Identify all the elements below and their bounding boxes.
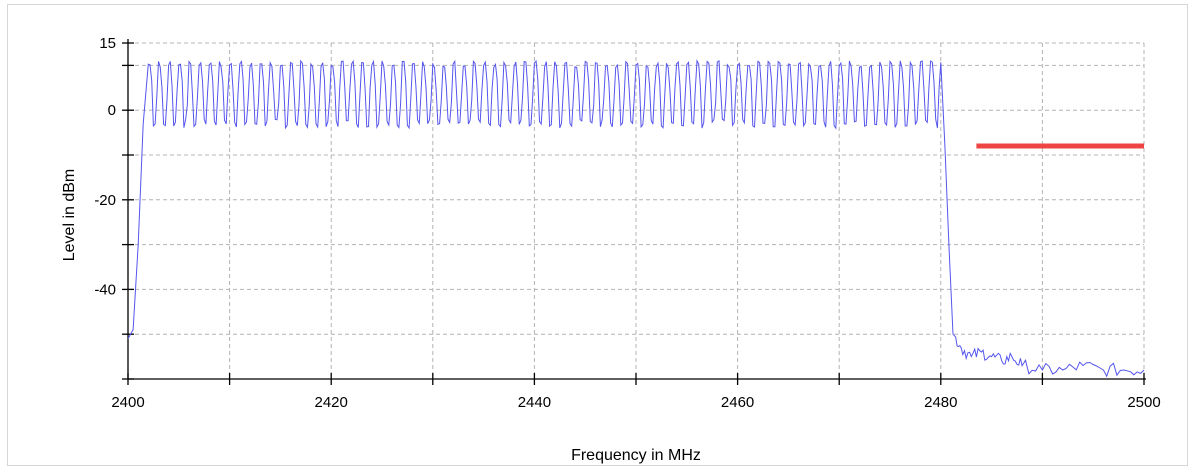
- y-tick-label: 15: [99, 35, 116, 52]
- spectrum-series-line: [127, 59, 1145, 378]
- x-tick-label: 2440: [518, 394, 551, 411]
- y-tick-label: 0: [108, 102, 116, 119]
- x-tick-label: 2400: [111, 394, 144, 411]
- x-axis-title: Frequency in MHz: [571, 447, 701, 464]
- y-tick-label: -20: [94, 192, 116, 209]
- grid-lines: [127, 42, 1145, 380]
- x-tick-label: 2420: [315, 394, 348, 411]
- axes: 15 0 -20 -40 2400 2420 2440 2460 2480 2500: [94, 35, 1160, 411]
- y-tick-label: -40: [94, 281, 116, 298]
- x-tick-label: 2480: [924, 394, 957, 411]
- x-tick-label: 2460: [721, 394, 754, 411]
- chart-frame: 15 0 -20 -40 2400 2420 2440 2460 2480 2500 Freque…: [7, 4, 1188, 466]
- x-tick-label: 2500: [1127, 394, 1160, 411]
- series-layer: [127, 59, 1145, 378]
- spectrum-chart: 15 0 -20 -40 2400 2420 2440 2460 2480 2500 Freque…: [61, 35, 1161, 464]
- y-axis-title: Level in dBm: [61, 169, 78, 262]
